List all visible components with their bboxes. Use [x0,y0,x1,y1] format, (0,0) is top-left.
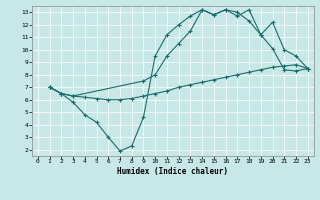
X-axis label: Humidex (Indice chaleur): Humidex (Indice chaleur) [117,167,228,176]
